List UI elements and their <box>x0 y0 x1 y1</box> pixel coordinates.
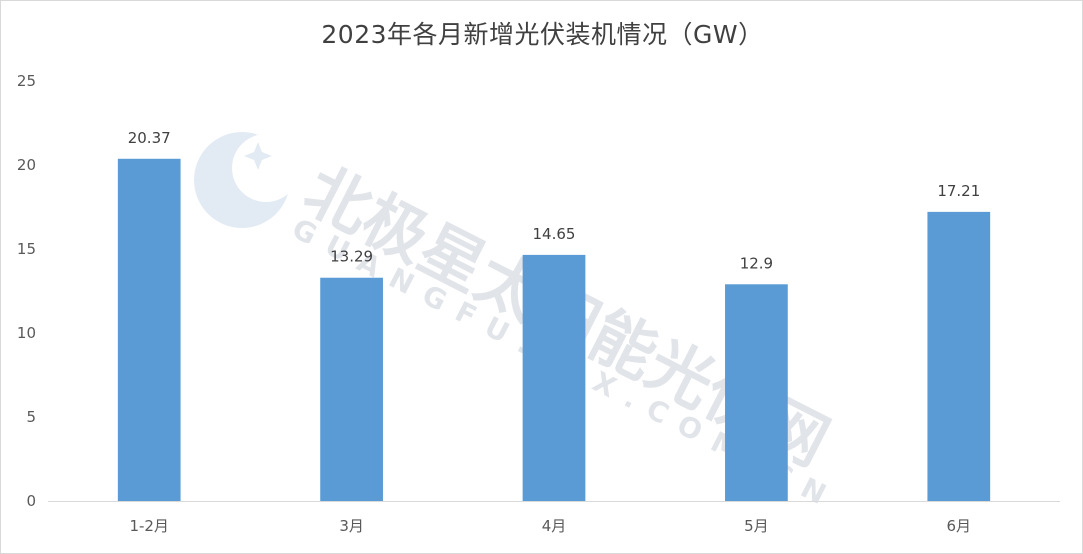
x-tick-label: 1-2月 <box>129 517 169 535</box>
y-tick-label: 10 <box>17 324 36 342</box>
x-tick-label: 3月 <box>339 517 364 535</box>
data-label: 17.21 <box>937 182 980 200</box>
y-tick-label: 0 <box>26 492 36 510</box>
y-tick-label: 15 <box>17 240 36 258</box>
bar <box>927 211 991 501</box>
bars: 20.37 13.29 14.65 12.9 17.21 <box>117 129 991 501</box>
x-axis: 1-2月 3月 4月 5月 6月 <box>48 501 1060 535</box>
bar <box>522 254 586 501</box>
data-label: 12.9 <box>740 254 773 272</box>
y-tick-label: 25 <box>17 72 36 90</box>
y-tick-label: 5 <box>26 408 36 426</box>
bar <box>725 284 788 501</box>
watermark-logo-icon <box>194 132 300 228</box>
chart-title: 2023年各月新增光伏装机情况（GW） <box>321 20 764 49</box>
bar <box>117 158 181 501</box>
data-label: 13.29 <box>330 248 373 266</box>
x-tick-label: 4月 <box>542 517 567 535</box>
y-axis: 0 5 10 15 20 25 <box>17 72 36 510</box>
data-label: 20.37 <box>128 129 171 147</box>
bar <box>320 277 383 501</box>
x-tick-label: 6月 <box>947 517 972 535</box>
y-tick-label: 20 <box>17 156 36 174</box>
data-label: 14.65 <box>533 225 576 243</box>
x-tick-label: 5月 <box>744 517 769 535</box>
